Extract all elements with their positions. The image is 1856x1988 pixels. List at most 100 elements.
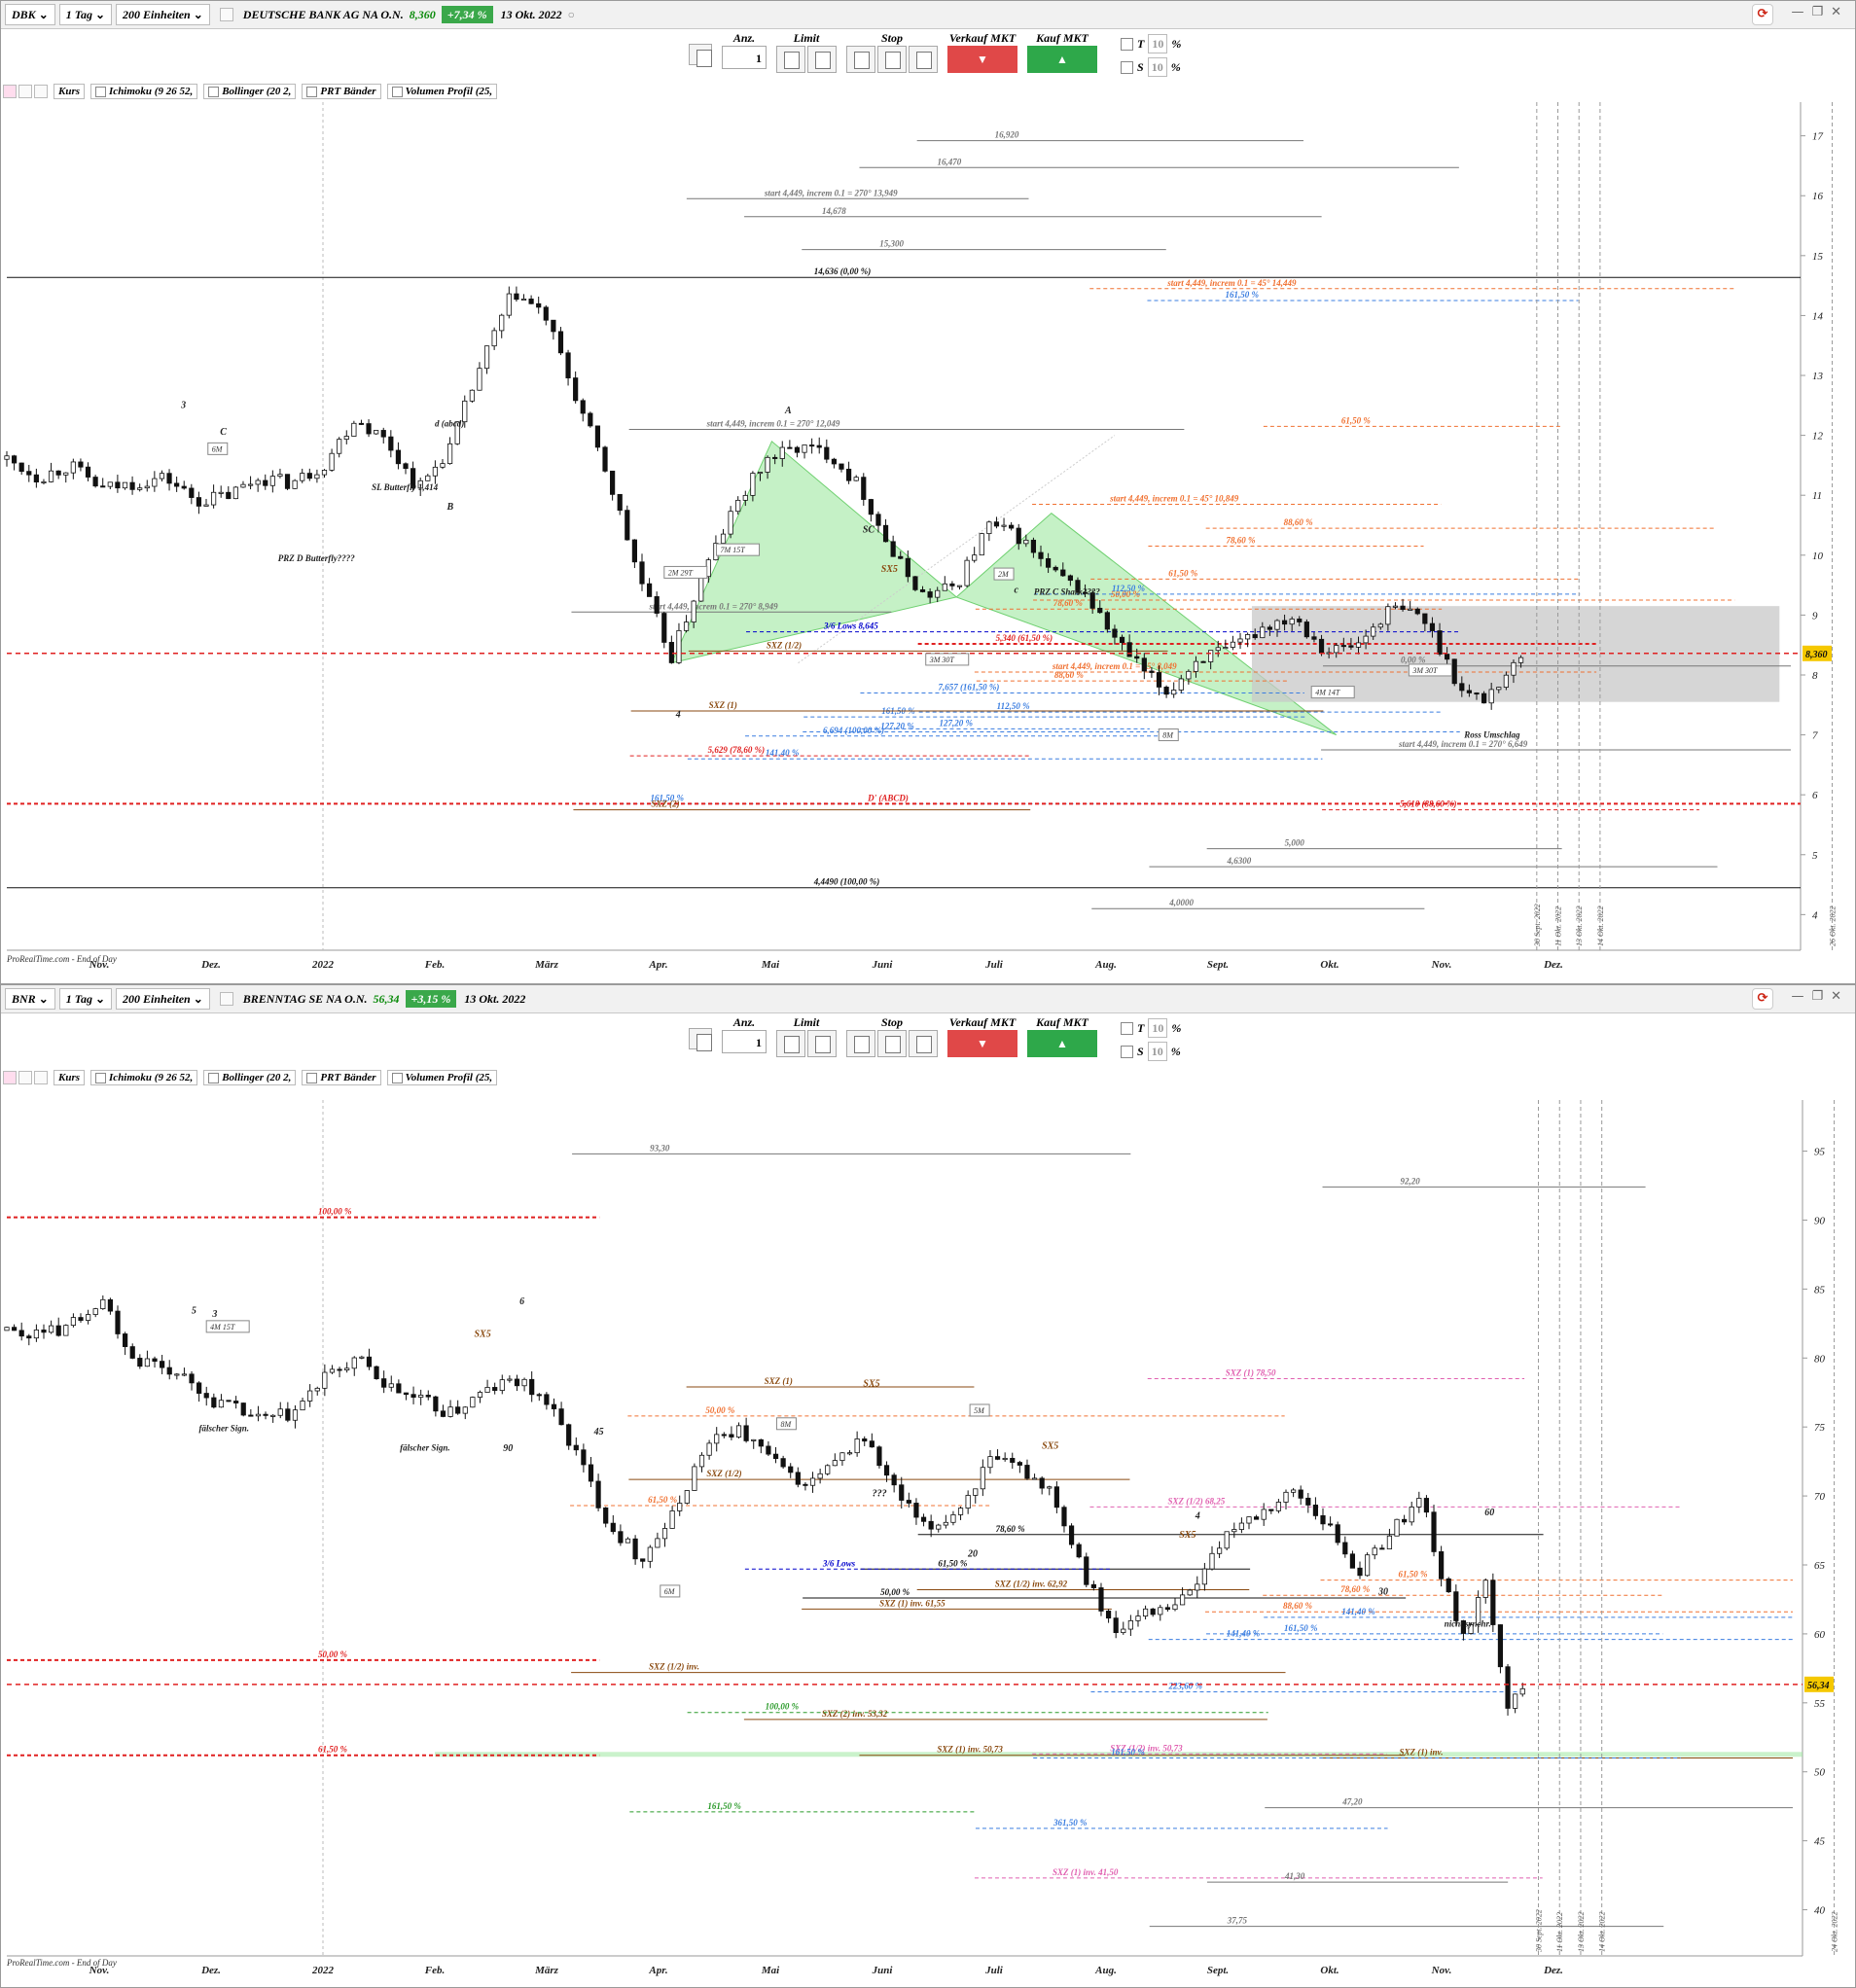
trailing-checkbox[interactable] (1121, 37, 1133, 51)
level-label: 61,50 % (648, 1495, 678, 1505)
level-label: 161,50 % (1111, 1748, 1145, 1757)
candle-body (588, 412, 593, 427)
add-icon[interactable] (18, 1071, 32, 1084)
indicator-prt-bands[interactable]: PRT Bänder (302, 1070, 381, 1085)
limit-buy-button[interactable] (776, 46, 805, 73)
status-circle-icon: ○ (567, 7, 575, 21)
stop-sell-button[interactable] (877, 46, 907, 73)
annotation-label: 4 (1195, 1510, 1200, 1521)
indicator-prt-bands[interactable]: PRT Bänder (302, 84, 381, 99)
restore-icon[interactable]: ❐ (1811, 989, 1824, 1004)
candle-body (639, 561, 645, 585)
x-tick-label: Dez. (1543, 1965, 1563, 1976)
stop-extra-button[interactable] (909, 46, 938, 73)
limit-buy-button[interactable] (776, 1030, 805, 1057)
wrench-icon[interactable] (689, 44, 712, 67)
x-tick-label: Sept. (1207, 959, 1229, 971)
stop-extra-button[interactable] (909, 1030, 938, 1057)
app-logo-icon[interactable]: ⟳ (1752, 4, 1773, 25)
candle-body (1466, 690, 1473, 693)
indicator-ichimoku[interactable]: Ichimoku (9 26 52, (90, 84, 198, 99)
indicator-price[interactable]: Kurs (54, 84, 86, 99)
candle-body (166, 1367, 172, 1375)
candle-body (380, 430, 386, 438)
add-icon[interactable] (18, 85, 32, 98)
level-label: start 4,449, increm 0.1 = 45° 10,849 (1109, 494, 1239, 504)
candle-body (33, 1330, 40, 1339)
trailing-checkbox[interactable] (1121, 1021, 1133, 1035)
close-icon[interactable]: ✕ (1831, 5, 1841, 19)
candle-body (1209, 1552, 1215, 1570)
stop-buy-button[interactable] (846, 46, 875, 73)
buy-market-button[interactable]: ▲ (1027, 1030, 1097, 1057)
candle-body (1252, 634, 1258, 639)
ticker-select[interactable]: BNR ⌄ (5, 988, 55, 1010)
quantity-input[interactable]: 1 (722, 1030, 767, 1053)
info-icon[interactable] (219, 992, 233, 1006)
stop-buy-button[interactable] (846, 1030, 875, 1057)
units-select[interactable]: 200 Einheiten ⌄ (116, 4, 210, 25)
indicator-price[interactable]: Kurs (54, 1070, 86, 1085)
candle-body (166, 473, 172, 484)
wrench-icon[interactable] (689, 1028, 712, 1051)
minimize-icon[interactable]: — (1791, 989, 1804, 1004)
timeframe-select[interactable]: 1 Tag ⌄ (58, 4, 113, 25)
stop-sell-button[interactable] (877, 1030, 907, 1057)
remove-icon[interactable] (3, 85, 17, 98)
minimize-icon[interactable]: — (1791, 5, 1804, 19)
candle-body (1024, 1465, 1030, 1479)
candle-body (359, 1356, 365, 1359)
candle-body (255, 1413, 262, 1417)
close-icon[interactable]: ✕ (1831, 989, 1841, 1004)
info-icon[interactable] (219, 8, 233, 21)
sell-market-button[interactable]: ▼ (947, 46, 1017, 73)
candle-body (861, 477, 867, 500)
candle-body (942, 583, 947, 591)
indicator-bollinger[interactable]: Bollinger (20 2, (203, 84, 297, 99)
chevron-down-icon: ⌄ (94, 992, 106, 1006)
indicator-volume-profile[interactable]: Volumen Profil (25, (386, 1070, 498, 1085)
quantity-input[interactable]: 1 (722, 46, 767, 69)
limit-sell-button[interactable] (807, 46, 837, 73)
units-select[interactable]: 200 Einheiten ⌄ (116, 988, 210, 1010)
annotation-label: 60 (1484, 1508, 1494, 1518)
remove-icon[interactable] (3, 1071, 17, 1084)
annotation-label: c (1015, 586, 1019, 596)
app-logo-icon[interactable]: ⟳ (1752, 988, 1773, 1010)
candle-body (742, 494, 748, 501)
restore-icon[interactable]: ❐ (1811, 5, 1824, 19)
price-chart-dbk[interactable]: 4 5 6 7 8 9 10 11 12 13 14 15 16 17 Nov. Dez. 2022 Feb. Mä… (1, 102, 1855, 982)
window-icon[interactable] (34, 85, 48, 98)
candle-body (1439, 1551, 1445, 1580)
pct-label: % (1171, 1020, 1182, 1035)
stop-checkbox[interactable] (1121, 60, 1133, 74)
indicator-ichimoku[interactable]: Ichimoku (9 26 52, (90, 1070, 198, 1085)
ticker-select[interactable]: DBK ⌄ (5, 4, 55, 25)
window-icon[interactable] (34, 1071, 48, 1084)
candle-body (506, 293, 512, 316)
y-tick-label: 10 (1812, 550, 1824, 562)
buy-market-button[interactable]: ▲ (1027, 46, 1097, 73)
candle-body (618, 1531, 624, 1544)
candle-body (144, 485, 150, 489)
y-tick-label: 6 (1812, 790, 1818, 801)
annotation-label: 4M 15T (210, 1323, 235, 1331)
level-label: 161,50 % (1284, 1623, 1318, 1633)
limit-sell-button[interactable] (807, 1030, 837, 1057)
indicator-volume-profile[interactable]: Volumen Profil (25, (386, 84, 498, 99)
t-input[interactable]: 10 (1148, 34, 1168, 53)
s-input[interactable]: 10 (1147, 57, 1167, 77)
timeframe-select[interactable]: 1 Tag ⌄ (58, 988, 113, 1010)
candle-body (898, 555, 904, 559)
sell-market-button[interactable]: ▼ (947, 1030, 1017, 1057)
indicator-bollinger[interactable]: Bollinger (20 2, (203, 1070, 297, 1085)
candle-body (70, 461, 76, 474)
t-input[interactable]: 10 (1148, 1018, 1168, 1038)
chart-footer: ProRealTime.com - End of Day (7, 954, 117, 964)
candle-body (1061, 1507, 1067, 1527)
candle-body (669, 1510, 675, 1529)
level-label: 61,50 % (318, 1745, 348, 1755)
stop-checkbox[interactable] (1121, 1045, 1133, 1058)
s-input[interactable]: 10 (1147, 1042, 1167, 1061)
